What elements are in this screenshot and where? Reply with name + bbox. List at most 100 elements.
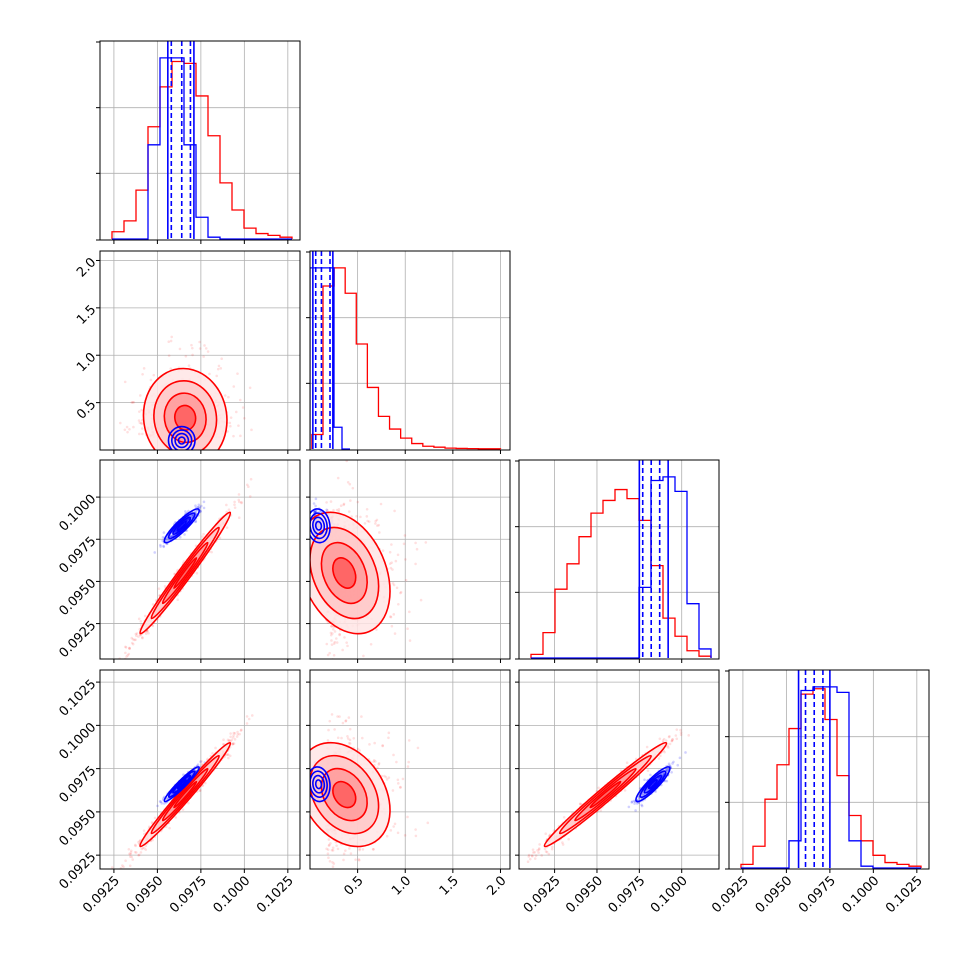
contour-level [174, 432, 190, 449]
scatter-point [229, 735, 232, 739]
scatter-point [346, 644, 349, 648]
scatter-point [183, 533, 186, 536]
scatter-point [203, 344, 206, 347]
scatter-point [160, 802, 164, 805]
scatter-point [227, 508, 231, 511]
contour-level [173, 404, 197, 431]
scatter-point [342, 502, 346, 506]
scatter-point [140, 847, 144, 851]
scatter-point [128, 646, 131, 650]
scatter-point [181, 808, 185, 811]
scatter-point [222, 738, 225, 742]
scatter-point [197, 503, 201, 507]
scatter-point [198, 505, 201, 509]
scatter-point [331, 632, 334, 635]
scatter-point [245, 715, 249, 718]
scatter-point [329, 633, 333, 637]
scatter-point [218, 536, 222, 540]
scatter-point [138, 410, 141, 413]
scatter-point [240, 728, 243, 732]
panel-frame [309, 250, 511, 451]
scatter-point [406, 627, 409, 631]
scatter-point [176, 598, 179, 602]
panel-3-3 [725, 669, 930, 870]
scatter-point [182, 773, 185, 777]
scatter-point [314, 504, 317, 508]
scatter-point [335, 659, 338, 662]
scatter-point [362, 654, 365, 658]
panel-content [310, 251, 510, 450]
scatter-point [133, 638, 136, 642]
scatter-point [206, 350, 210, 353]
histogram-red [530, 488, 712, 658]
scatter-point [232, 734, 235, 737]
scatter-point [178, 347, 182, 351]
panel-content [100, 670, 300, 869]
histogram-blue [112, 57, 292, 240]
scatter-point [131, 858, 135, 861]
scatter-point [343, 636, 346, 639]
scatter-point [147, 631, 150, 635]
scatter-point [191, 353, 194, 357]
scatter-point [170, 534, 173, 538]
scatter-point [139, 633, 142, 637]
scatter-point [376, 524, 379, 527]
histogram-red [111, 60, 293, 239]
scatter-point [390, 624, 394, 628]
scatter-point [389, 615, 392, 618]
scatter-point [219, 367, 223, 370]
scatter-point [124, 646, 128, 649]
scatter-point [231, 742, 234, 746]
scatter-point [153, 816, 157, 820]
scatter-point [144, 844, 148, 848]
scatter-point [200, 504, 203, 508]
scatter-point [138, 394, 142, 397]
scatter-point [235, 735, 239, 738]
scatter-point [110, 866, 114, 869]
scatter-point [233, 503, 236, 507]
scatter-point [241, 406, 245, 409]
scatter-point [313, 510, 316, 514]
panel-1-0 [99, 250, 301, 454]
contour-level [173, 557, 198, 589]
scatter-point [157, 587, 161, 591]
contours-red [139, 511, 232, 635]
scatter-point [314, 509, 317, 513]
scatter-point [318, 510, 321, 513]
scatter-point [229, 739, 232, 743]
scatter-point [336, 660, 339, 663]
panel-content [100, 460, 300, 659]
scatter-point [184, 354, 188, 358]
scatter-point [144, 848, 148, 851]
scatter-point [200, 760, 203, 763]
scatter-point [231, 743, 235, 746]
scatter-point [229, 424, 232, 428]
scatter-point [130, 855, 134, 859]
scatter-point [159, 545, 162, 548]
scatter-point [187, 364, 191, 367]
scatter-point [141, 636, 144, 640]
scatter-point [132, 400, 136, 404]
scatter-point [404, 578, 408, 582]
scatter-point [201, 762, 204, 766]
scatter-point [141, 846, 145, 850]
scatter-point [139, 620, 143, 623]
scatter-point [151, 624, 155, 628]
scatter-point [126, 430, 129, 434]
scatter-point [130, 641, 134, 645]
scatter-point [247, 485, 250, 489]
scatter-point [378, 531, 381, 534]
contours-blue [163, 508, 200, 544]
panel-2-1 [306, 459, 511, 663]
scatter-point [169, 339, 173, 343]
scatter-point [122, 865, 125, 869]
scatter-point [333, 640, 337, 644]
scatter-point [229, 732, 232, 735]
scatter-point [184, 510, 187, 513]
histogram-blue [531, 476, 712, 659]
contour-level [312, 516, 326, 536]
contour-level [177, 436, 186, 445]
scatter-point [141, 372, 144, 376]
scatter-point [246, 483, 249, 487]
scatter-point [237, 424, 240, 427]
